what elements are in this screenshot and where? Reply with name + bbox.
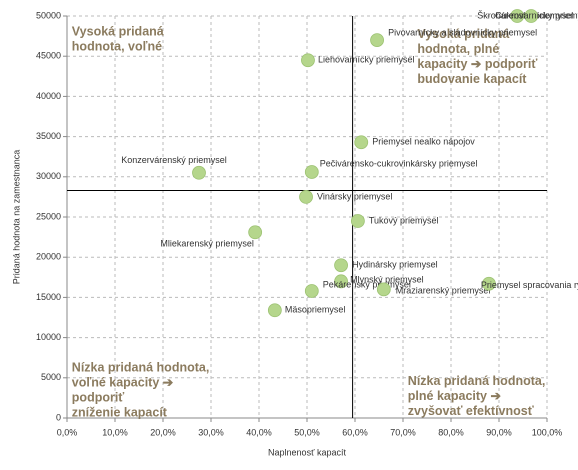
point-label: Liehovarnícky priemysel [318, 55, 415, 65]
y-tick-label: 30000 [36, 171, 61, 181]
y-tick-label: 15000 [36, 292, 61, 302]
point [482, 276, 496, 291]
x-tick-label: 50,0% [294, 427, 320, 437]
point-label: Konzervárenský priemysel [121, 155, 227, 165]
point-label: Priemysel spracovania rýb [481, 280, 578, 290]
point [192, 165, 206, 180]
x-tick-label: 0,0% [57, 427, 78, 437]
point-label: Vinársky priemysel [317, 191, 392, 201]
point-label: Hydinársky priemysel [352, 260, 438, 270]
quadrant-annotation: plné kapacity ➔ [408, 389, 502, 403]
point-label: Mlynský priemysel [350, 275, 424, 285]
y-tick-label: 25000 [36, 211, 61, 221]
point [304, 165, 319, 179]
point-label: Priemysel nealko nápojov [372, 137, 475, 147]
x-axis-title: Naplnenosť kapacít [268, 447, 346, 457]
quadrant-annotation: budovanie kapacít [417, 72, 527, 86]
quadrant-annotation: voľné kapacity ➔ [72, 375, 174, 389]
point-label: Cukrovarnícky priemysel [495, 10, 578, 20]
point-label: Mraziarenský priemysel [396, 286, 491, 296]
quadrant-annotation: zníženie kapacít [72, 405, 168, 419]
quadrant-annotation: hodnota, voľné [72, 39, 162, 53]
point [524, 9, 539, 23]
x-tick-label: 20,0% [150, 427, 176, 437]
quadrant-annotation: zvyšovať efektívnosť [408, 404, 534, 418]
point-label: Mliekarenský priemysel [160, 239, 254, 249]
x-tick-label: 70,0% [390, 427, 416, 437]
point [301, 53, 315, 68]
quadrant-annotation: hodnota, plné [417, 42, 499, 56]
x-tick-label: 80,0% [438, 427, 464, 437]
x-tick-label: 60,0% [342, 427, 368, 437]
y-tick-label: 10000 [36, 332, 61, 342]
point [350, 214, 365, 228]
point [248, 225, 263, 240]
quadrant-annotation: Nízka pridaná hodnota, [408, 374, 546, 388]
y-tick-label: 20000 [36, 252, 61, 262]
point [354, 135, 369, 150]
point-label: Pivovarnícky a sladovnícky priemysel [388, 27, 537, 37]
x-tick-label: 10,0% [102, 427, 128, 437]
x-tick-label: 90,0% [486, 427, 512, 437]
quadrant-annotation: Vysoká pridaná [417, 27, 509, 41]
x-tick-label: 100,0% [532, 427, 563, 437]
point-label: Mäsopriemysel [285, 305, 346, 315]
point [299, 189, 313, 204]
y-axis-title: Pridaná hodnota na zamestnanca [11, 150, 21, 285]
quadrant-annotation: Nízka pridaná hodnota, [72, 360, 210, 374]
point [304, 284, 319, 298]
y-tick-label: 40000 [36, 91, 61, 101]
point-label: Pekárenský priemysel [323, 279, 411, 289]
quadrant-annotation: podporiť [72, 390, 125, 404]
quadrant-annotation: Vysoká pridaná [72, 24, 164, 38]
x-tick-label: 30,0% [198, 427, 224, 437]
point [510, 9, 525, 23]
point [334, 274, 348, 289]
point [376, 282, 391, 297]
y-tick-label: 0 [56, 412, 61, 422]
x-tick-label: 40,0% [246, 427, 272, 437]
point [370, 33, 384, 48]
point-label: Pečivárensko-cukrovinkársky priemysel [320, 158, 478, 168]
y-tick-label: 5000 [41, 372, 61, 382]
point [267, 303, 282, 318]
y-tick-label: 35000 [36, 131, 61, 141]
quadrant-annotation: kapacity ➔ podporiť [417, 57, 537, 71]
y-tick-label: 45000 [36, 51, 61, 61]
point [334, 258, 348, 273]
point-label: Tukový priemysel [369, 215, 439, 225]
y-tick-label: 50000 [36, 10, 61, 20]
